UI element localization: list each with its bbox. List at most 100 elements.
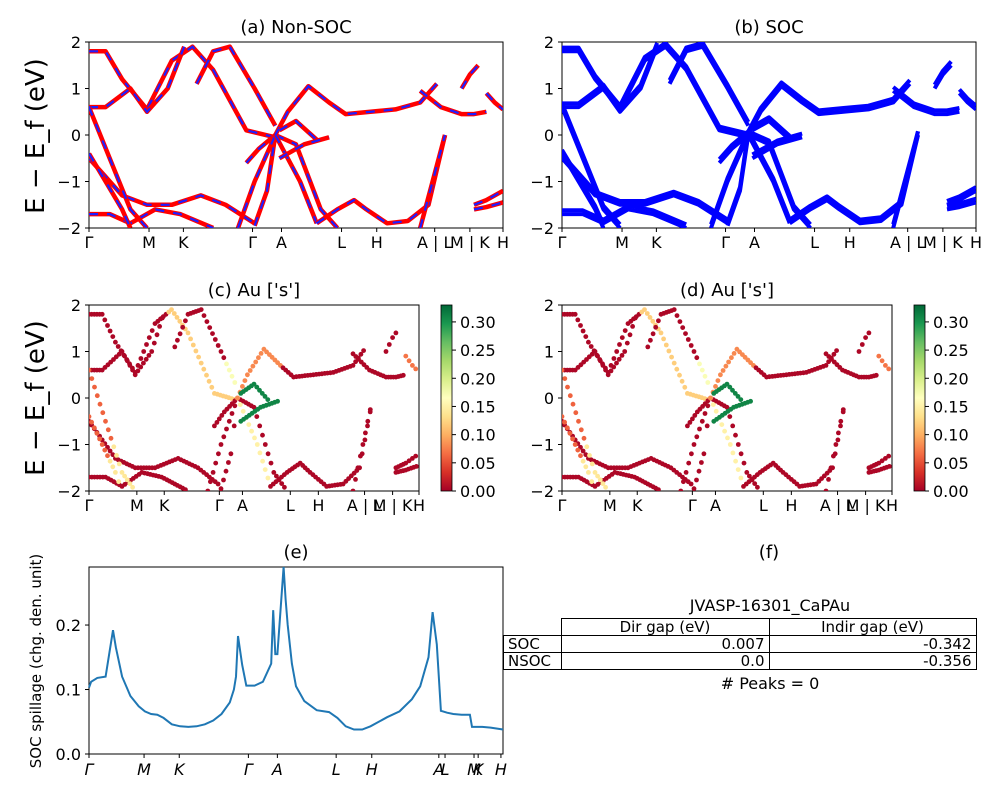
band-point	[727, 414, 733, 419]
band-point	[254, 442, 260, 447]
band-point	[210, 331, 215, 336]
band-point	[600, 363, 606, 368]
band-point	[565, 384, 570, 390]
x-tick-label: Γ	[244, 760, 254, 779]
band-point	[710, 402, 716, 407]
band-point	[747, 473, 752, 479]
band-line	[562, 42, 749, 136]
band-point	[111, 444, 117, 450]
band-point	[866, 330, 872, 336]
x-tick-label: K	[651, 233, 662, 252]
x-tick-label: L	[441, 760, 450, 779]
band-point	[691, 349, 697, 354]
band-line-dashed	[274, 83, 438, 136]
x-tick-label: M	[467, 760, 481, 779]
band-point	[570, 401, 576, 407]
band-point	[823, 363, 829, 368]
band-point	[413, 366, 419, 372]
x-tick-label: M | K	[923, 233, 963, 252]
band-point	[350, 363, 356, 368]
band-point	[669, 354, 674, 360]
band-point	[383, 349, 389, 354]
band-point	[680, 325, 686, 330]
x-tick-label: H	[844, 233, 856, 252]
band-point	[146, 353, 152, 358]
axes-frame	[561, 304, 893, 492]
x-tick-label: A | L	[890, 233, 926, 252]
band-point	[89, 414, 92, 419]
band-point	[831, 453, 836, 459]
band-point	[642, 307, 647, 312]
band-point	[100, 410, 106, 416]
band-point	[102, 317, 108, 323]
band-point	[702, 373, 708, 379]
band-point	[127, 363, 133, 368]
y-tick-label: 0	[71, 389, 81, 408]
panel-b-title: (b) SOC	[734, 17, 803, 38]
band-point	[886, 366, 892, 372]
band-point	[235, 395, 240, 401]
band-point	[648, 337, 653, 343]
band-point	[572, 311, 578, 317]
band-point	[583, 334, 589, 339]
band-point	[727, 384, 733, 390]
band-point	[713, 408, 719, 414]
spillage-ylabel: SOC spillage (chg. den. unit)	[27, 554, 45, 769]
band-point	[355, 465, 361, 471]
band-point	[645, 344, 651, 350]
band-point	[876, 353, 882, 359]
material-id: JVASP-16301_CaPAu	[689, 596, 851, 615]
band-point	[97, 401, 103, 407]
band-line	[273, 82, 439, 137]
band-point	[592, 349, 598, 354]
band-point	[834, 348, 839, 353]
band-point	[232, 403, 238, 409]
band-point	[863, 335, 868, 340]
band-point	[694, 355, 700, 361]
x-tick-label: Γ	[688, 496, 697, 515]
band-point	[677, 319, 683, 324]
band-line	[709, 130, 751, 225]
band-line	[273, 133, 319, 225]
band-point	[89, 367, 92, 373]
band-point	[704, 423, 710, 429]
band-point	[254, 384, 260, 390]
gap-summary: JVASP-16301_CaPAu Dir gap (eV) Indir gap…	[503, 596, 977, 693]
band-point	[575, 447, 581, 453]
band-point	[744, 470, 750, 475]
band-point	[580, 448, 586, 454]
band-line	[751, 115, 792, 138]
band-point	[89, 419, 94, 425]
band-point	[246, 422, 252, 427]
colorbar-d: 0.30 0.25 0.20 0.15 0.10 0.05 0.00	[913, 304, 969, 501]
band-point	[733, 458, 738, 464]
band-line-dashed	[274, 133, 339, 228]
band-point	[691, 486, 697, 491]
band-point	[886, 453, 892, 459]
band-point	[114, 453, 119, 458]
band-point	[177, 318, 183, 324]
band-point	[873, 372, 879, 378]
band-point	[149, 328, 155, 333]
band-point	[208, 479, 213, 485]
band-point	[201, 313, 207, 318]
band-point	[365, 423, 370, 429]
band-point	[562, 376, 568, 381]
band-point	[253, 359, 259, 365]
band-point	[622, 349, 628, 354]
band-point	[718, 372, 723, 378]
band-point	[887, 464, 892, 469]
band-line-dashed	[485, 92, 503, 111]
band-point	[124, 358, 130, 364]
band-point	[616, 356, 622, 362]
band-point	[212, 337, 218, 342]
band-point	[575, 317, 581, 323]
y-tick-label: −2	[57, 482, 81, 501]
peaks-count: # Peaks = 0	[720, 674, 820, 693]
band-line	[89, 45, 187, 115]
band-point	[724, 404, 730, 410]
colorbar-tick-label: 0.15	[460, 397, 496, 416]
band-point	[741, 460, 747, 466]
band-line	[562, 207, 687, 228]
x-tick-label: H	[495, 760, 507, 779]
